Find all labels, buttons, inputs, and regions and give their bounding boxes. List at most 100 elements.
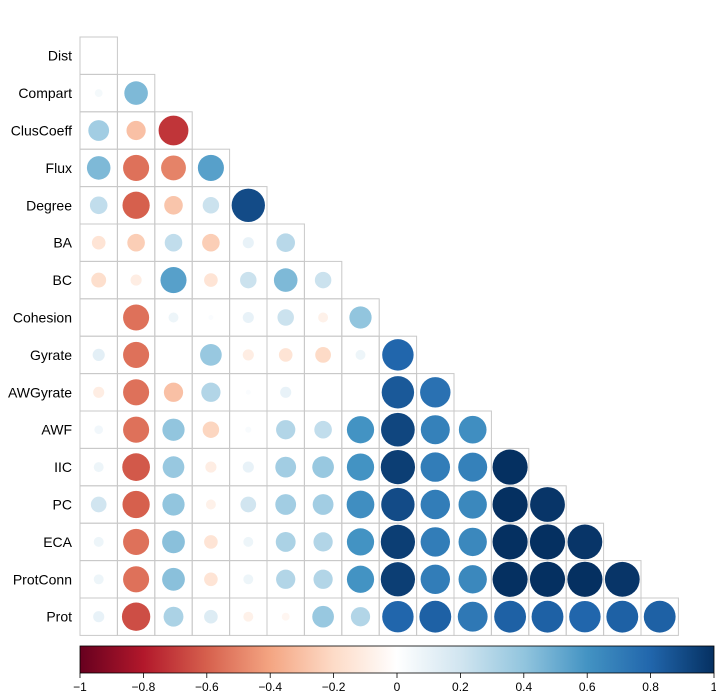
circle-prot-eca: [569, 600, 601, 633]
circle-eca-eca: [567, 524, 603, 560]
circle-pc-degree: [240, 496, 257, 513]
circle-prot-flux: [204, 609, 218, 624]
row-label-iic: IIC: [54, 459, 72, 475]
circle-iic-bc: [312, 456, 334, 478]
circle-bc-cluscoeff: [160, 267, 187, 294]
circle-bc-dist: [91, 272, 107, 288]
circle-iic-cluscoeff: [162, 456, 185, 478]
circle-prot-protconn: [606, 600, 639, 633]
colorbar: −1 −0.8 −0.6 −0.4 −0.2 0 0.2 0.4 0.6 0.8 1: [73, 645, 716, 693]
circle-pc-bc: [312, 494, 334, 515]
circle-gyrate-dist: [92, 348, 105, 361]
circle-protconn-bc: [313, 569, 333, 589]
circle-prot-gyrate: [382, 600, 414, 633]
circle-awf-dist: [94, 425, 104, 435]
circle-protconn-gyrate: [380, 562, 416, 597]
circle-cohesion-compart: [123, 304, 150, 331]
circle-protconn-awf: [458, 565, 487, 594]
colorbar-tick-label: −0.8: [132, 680, 156, 693]
circle-ba-degree: [242, 237, 254, 249]
cell-0-0: [79, 36, 118, 75]
cell-9-6: [303, 373, 343, 412]
circle-cohesion-cluscoeff: [168, 312, 179, 323]
circle-protconn-cohesion: [346, 565, 375, 593]
circle-protconn-dist: [93, 574, 104, 585]
circle-gyrate-cohesion: [355, 349, 366, 360]
circle-awf-degree: [245, 426, 252, 433]
row-label-pc: PC: [53, 497, 72, 513]
circle-pc-pc: [530, 487, 565, 522]
circle-protconn-compart: [123, 566, 150, 593]
circle-bc-ba: [273, 268, 298, 292]
circle-gyrate-flux: [200, 344, 222, 366]
circle-bc-degree: [240, 271, 257, 289]
circle-protconn-eca: [567, 561, 603, 597]
cell-7-0: [79, 298, 118, 337]
circle-ba-cluscoeff: [164, 233, 183, 252]
circle-eca-pc: [529, 524, 566, 560]
circle-flux-compart: [123, 154, 150, 181]
row-label-protconn: ProtConn: [13, 571, 72, 587]
circle-eca-awgyrate: [420, 527, 451, 557]
row-label-bc: BC: [53, 272, 72, 288]
row-label-eca: ECA: [43, 534, 72, 550]
circle-pc-iic: [492, 486, 528, 523]
circle-prot-cluscoeff: [163, 606, 184, 627]
colorbar-gradient: [79, 645, 715, 674]
cell-9-7: [341, 373, 380, 412]
row-labels: Dist Compart ClusCoeff Flux Degree BA BC Cohesi…: [8, 48, 73, 625]
circle-gyrate-ba: [278, 348, 293, 362]
circle-degree-cluscoeff: [164, 196, 183, 215]
circle-eca-bc: [313, 532, 333, 552]
circle-awf-awgyrate: [420, 415, 450, 445]
circle-awgyrate-awgyrate: [420, 377, 451, 408]
circle-flux-dist: [86, 156, 111, 180]
circle-prot-cohesion: [350, 607, 371, 627]
circle-eca-compart: [123, 528, 150, 555]
circle-protconn-awgyrate: [420, 564, 451, 595]
circle-bc-compart: [130, 274, 142, 286]
circle-awgyrate-ba: [280, 386, 292, 398]
circle-awgyrate-flux: [201, 382, 221, 402]
circle-eca-cluscoeff: [162, 530, 185, 554]
circle-bc-flux: [204, 273, 218, 287]
circle-flux-flux: [197, 154, 224, 181]
circle-eca-gyrate: [380, 524, 416, 560]
circle-bc-bc: [314, 271, 332, 289]
row-label-flux: Flux: [46, 160, 72, 176]
circle-awf-gyrate: [381, 412, 415, 447]
circle-protconn-pc: [529, 561, 566, 597]
colorbar-tick-label: 1: [711, 680, 716, 693]
circle-pc-compart: [122, 490, 150, 519]
circle-pc-dist: [90, 496, 107, 513]
circle-cluscoeff-dist: [88, 120, 110, 141]
circle-pc-cohesion: [346, 490, 375, 519]
circle-cluscoeff-cluscoeff: [158, 115, 189, 146]
circle-awf-bc: [314, 420, 332, 439]
circle-degree-compart: [122, 191, 150, 219]
colorbar-tick-label: 0.6: [579, 680, 596, 693]
circle-cluscoeff-compart: [126, 120, 146, 141]
circle-awf-cohesion: [346, 416, 375, 444]
circle-compart-dist: [94, 89, 103, 98]
circle-awf-ba: [276, 420, 296, 440]
circle-cohesion-cohesion: [349, 306, 372, 329]
circle-cohesion-bc: [318, 312, 329, 323]
circle-pc-flux: [205, 499, 216, 510]
row-label-ba: BA: [53, 235, 72, 251]
circle-gyrate-compart: [123, 341, 150, 368]
circle-iic-awf: [458, 452, 488, 482]
circle-pc-awf: [458, 490, 487, 519]
colorbar-tick-label: −0.4: [258, 680, 282, 693]
circle-awgyrate-cluscoeff: [163, 382, 184, 402]
circle-prot-pc: [531, 600, 564, 633]
circle-iic-awgyrate: [420, 452, 451, 482]
colorbar-tick-label: 0.4: [515, 680, 532, 693]
circle-protconn-iic: [492, 561, 528, 597]
circle-eca-flux: [204, 535, 218, 549]
circle-awgyrate-compart: [123, 379, 150, 406]
circle-awf-flux: [202, 421, 220, 438]
circle-iic-iic: [492, 449, 528, 485]
